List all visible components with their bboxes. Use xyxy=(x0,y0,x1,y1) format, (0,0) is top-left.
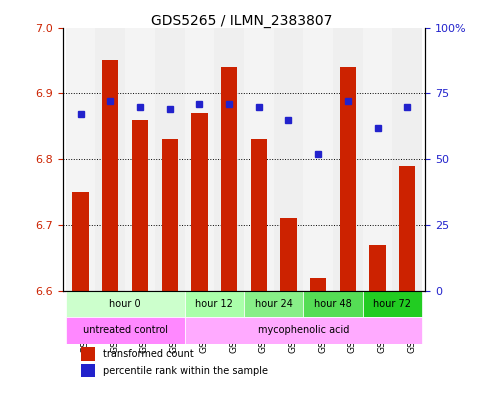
Bar xyxy=(363,28,392,291)
Text: untreated control: untreated control xyxy=(83,325,168,335)
Text: GDS5265 / ILMN_2383807: GDS5265 / ILMN_2383807 xyxy=(151,14,332,28)
Bar xyxy=(392,28,422,291)
Text: hour 48: hour 48 xyxy=(314,299,352,309)
Bar xyxy=(244,28,273,291)
Text: transformed count: transformed count xyxy=(103,349,193,359)
Bar xyxy=(363,291,422,317)
Bar xyxy=(125,28,155,291)
Bar xyxy=(185,317,422,343)
Bar xyxy=(161,140,178,291)
Bar xyxy=(66,317,185,343)
Bar xyxy=(221,67,237,291)
Bar xyxy=(333,28,363,291)
Bar xyxy=(214,28,244,291)
Bar xyxy=(244,291,303,317)
Bar xyxy=(132,120,148,291)
Bar xyxy=(185,291,244,317)
Bar xyxy=(310,278,327,291)
Text: percentile rank within the sample: percentile rank within the sample xyxy=(103,366,268,376)
Bar xyxy=(66,291,185,317)
Bar xyxy=(280,219,297,291)
Bar xyxy=(185,28,214,291)
Bar xyxy=(251,140,267,291)
Text: hour 0: hour 0 xyxy=(109,299,141,309)
Bar xyxy=(155,28,185,291)
Bar xyxy=(96,28,125,291)
Bar xyxy=(81,364,96,377)
Bar xyxy=(273,28,303,291)
Bar xyxy=(102,61,118,291)
Bar xyxy=(303,28,333,291)
Bar xyxy=(369,245,386,291)
Text: hour 72: hour 72 xyxy=(373,299,412,309)
Bar xyxy=(81,347,96,360)
Bar xyxy=(340,67,356,291)
Text: mycophenolic acid: mycophenolic acid xyxy=(257,325,349,335)
Bar xyxy=(66,28,96,291)
Bar xyxy=(72,192,89,291)
Text: hour 24: hour 24 xyxy=(255,299,293,309)
Text: hour 12: hour 12 xyxy=(195,299,233,309)
Bar xyxy=(399,166,415,291)
Bar xyxy=(303,291,363,317)
Bar xyxy=(191,113,208,291)
